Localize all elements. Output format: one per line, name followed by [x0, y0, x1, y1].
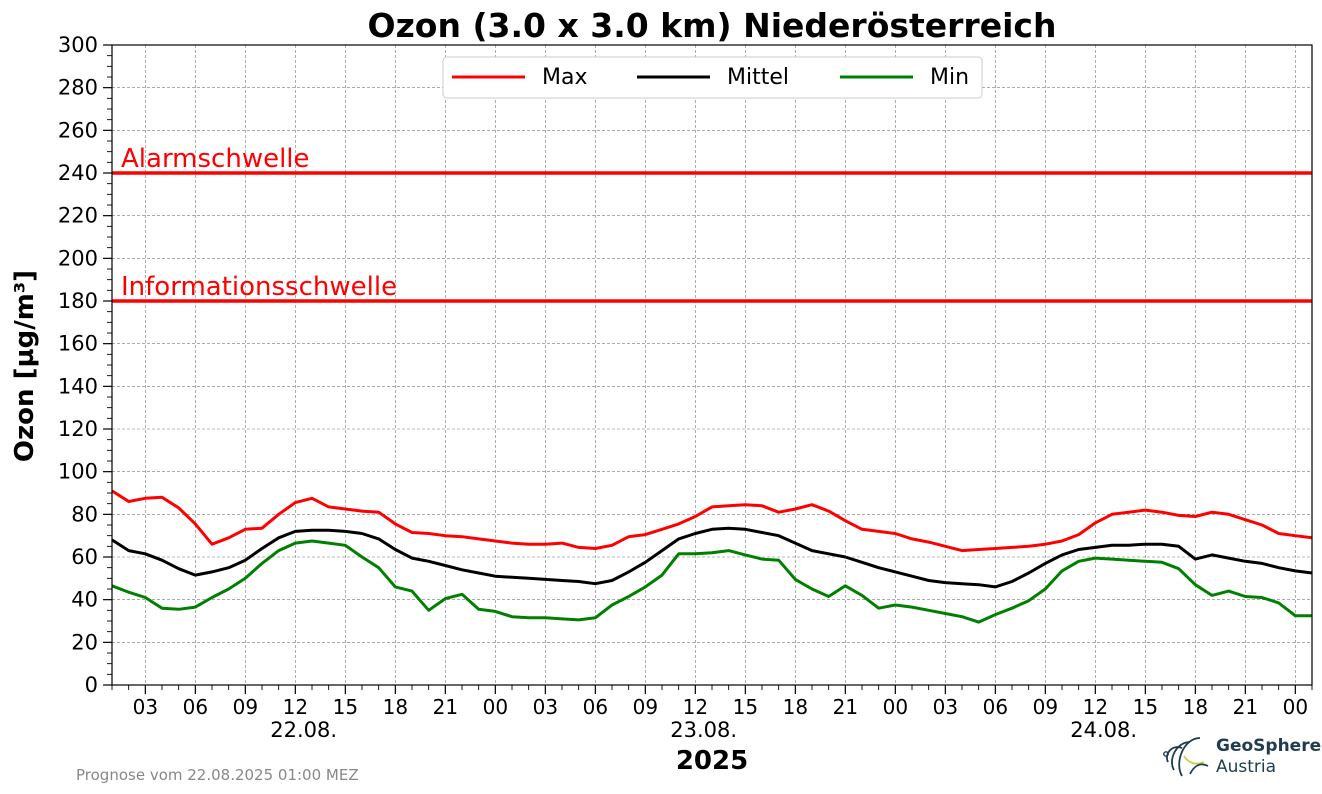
- y-tick-label: 140: [58, 374, 98, 398]
- y-tick-label: 180: [58, 289, 98, 313]
- y-tick-label: 60: [71, 545, 98, 569]
- y-tick-label: 40: [71, 588, 98, 612]
- series-line-mittel: [111, 526, 1313, 589]
- x-tick-label: 06: [983, 695, 1008, 719]
- x-tick-label: 06: [183, 695, 208, 719]
- y-tick-label: 240: [58, 161, 98, 185]
- y-tick-label: 160: [58, 332, 98, 356]
- x-date-label: 22.08.: [270, 718, 337, 742]
- x-tick-label: 00: [1283, 695, 1308, 719]
- x-tick-label: 00: [883, 695, 908, 719]
- x-tick-label: 09: [633, 695, 658, 719]
- grid-lines: [112, 45, 1312, 685]
- x-tick-label: 03: [533, 695, 558, 719]
- logo-line2: Austria: [1216, 757, 1277, 777]
- x-tick-label: 12: [1083, 695, 1108, 719]
- threshold-label: Alarmschwelle: [121, 144, 310, 174]
- y-tick-label: 0: [85, 673, 98, 697]
- series-line-max: [111, 489, 1313, 553]
- x-tick-label: 06: [583, 695, 608, 719]
- y-tick-label: 100: [58, 460, 98, 484]
- series-line-min: [111, 539, 1312, 624]
- y-tick-label: 300: [58, 33, 98, 57]
- logo-swirl-icon: [1163, 737, 1209, 777]
- y-tick-label: 120: [58, 417, 98, 441]
- forecast-note: Prognose vom 22.08.2025 01:00 MEZ: [76, 766, 359, 784]
- x-tick-label: 12: [283, 695, 308, 719]
- x-tick-label: 21: [833, 695, 858, 719]
- x-tick-label: 18: [783, 695, 808, 719]
- x-tick-label: 12: [683, 695, 708, 719]
- x-tick-label: 00: [483, 695, 508, 719]
- x-tick-label: 21: [1233, 695, 1258, 719]
- logo-line1: GeoSphere: [1216, 736, 1322, 756]
- x-date-label: 24.08.: [1070, 718, 1137, 742]
- x-tick-label: 18: [1183, 695, 1208, 719]
- y-axis: 0 20 40 60 80 100 120 140 160 180 200 220 240 260 280 3…: [58, 33, 112, 697]
- legend-box: [442, 56, 983, 99]
- series-lines: [111, 489, 1313, 624]
- threshold-label: Informationsschwelle: [121, 272, 397, 302]
- y-tick-label: 260: [58, 118, 98, 142]
- x-axis: 03 06 09 12 15 18 21 00 03 06 09 12 15 18 21 00 03 06 09 12…: [111, 685, 1313, 742]
- x-date-label: 23.08.: [670, 718, 737, 742]
- legend-label: Min: [930, 65, 969, 90]
- y-axis-label: Ozon [µg/m³]: [10, 270, 40, 462]
- x-tick-label: 15: [1133, 695, 1158, 719]
- y-tick-label: 280: [58, 76, 98, 100]
- x-tick-label: 21: [433, 695, 458, 719]
- legend-label: Mittel: [727, 65, 789, 90]
- x-tick-label: 09: [1033, 695, 1058, 719]
- geosphere-logo: GeoSphere Austria: [1160, 732, 1322, 782]
- x-axis-label: 2025: [676, 746, 748, 776]
- y-tick-label: 220: [58, 204, 98, 228]
- threshold-lines: Alarmschwelle Informationsschwelle: [112, 144, 1312, 303]
- y-tick-label: 20: [71, 630, 98, 654]
- y-tick-label: 200: [58, 246, 98, 270]
- legend-label: Max: [542, 65, 587, 90]
- plot-frame: [111, 44, 1313, 686]
- x-tick-label: 15: [333, 695, 358, 719]
- x-tick-label: 15: [733, 695, 758, 719]
- x-tick-label: 03: [133, 695, 158, 719]
- x-tick-label: 03: [933, 695, 958, 719]
- x-tick-label: 09: [233, 695, 258, 719]
- chart-title: Ozon (3.0 x 3.0 km) Niederösterreich: [368, 6, 1057, 45]
- x-tick-label: 18: [383, 695, 408, 719]
- legend: Max Mittel Min: [442, 56, 983, 99]
- y-tick-label: 80: [71, 502, 98, 526]
